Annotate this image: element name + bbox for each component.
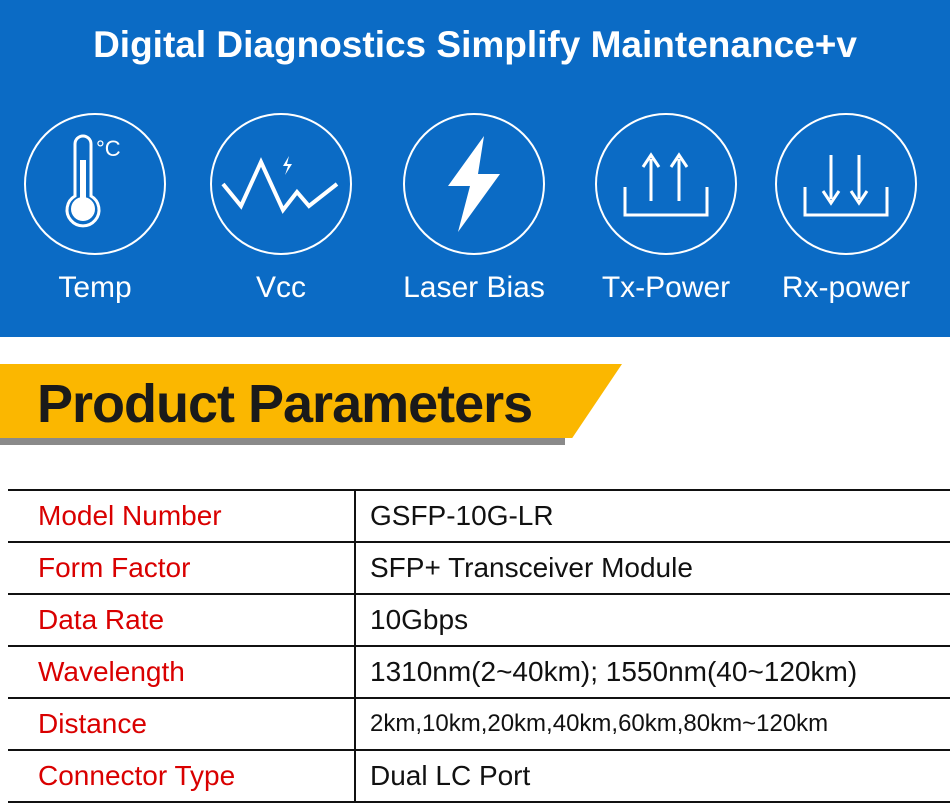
hero-section: Digital Diagnostics Simplify Maintenance…: [0, 0, 950, 337]
hero-title: Digital Diagnostics Simplify Maintenance…: [93, 24, 857, 65]
table-row: Connector Type Dual LC Port: [8, 749, 950, 803]
svg-text:°C: °C: [96, 136, 121, 161]
param-key: Distance: [8, 697, 356, 751]
feature-label: Temp: [58, 271, 132, 304]
param-key: Connector Type: [8, 749, 356, 803]
param-value: Dual LC Port: [355, 749, 950, 803]
feature-label: Laser Bias: [403, 271, 545, 304]
feature-label: Rx-power: [781, 271, 911, 304]
param-value: 2km,10km,20km,40km,60km,80km~120km: [355, 697, 950, 751]
param-value: 10Gbps: [355, 593, 950, 647]
feature-rx-power: Rx-power: [775, 113, 917, 305]
param-value: SFP+ Transceiver Module: [355, 541, 950, 595]
param-value: 1310nm(2~40km); 1550nm(40~120km): [355, 645, 950, 699]
banner-shadow: [0, 437, 565, 445]
param-key: Form Factor: [8, 541, 356, 595]
lightning-bolt-icon: [448, 136, 500, 232]
param-key: Data Rate: [8, 593, 356, 647]
download-arrows-icon: [803, 155, 889, 217]
table-row: Wavelength 1310nm(2~40km); 1550nm(40~120k…: [8, 645, 950, 699]
param-key: Wavelength: [8, 645, 356, 699]
section-banner: [0, 364, 622, 438]
param-key: Model Number: [8, 489, 356, 543]
section-title: Product Parameters: [37, 374, 533, 434]
table-row: Form Factor SFP+ Transceiver Module: [8, 541, 950, 595]
feature-tx-power: Tx-Power: [595, 113, 737, 305]
param-value: GSFP-10G-LR: [355, 489, 950, 543]
feature-temp: °C Temp: [24, 113, 166, 305]
upload-arrows-icon: [623, 152, 709, 217]
feature-label: Tx-Power: [601, 271, 731, 304]
table-row: Distance 2km,10km,20km,40km,60km,80km~120…: [8, 697, 950, 751]
table-row: Model Number GSFP-10G-LR: [8, 489, 950, 543]
thermometer-icon: °C: [65, 134, 121, 228]
feature-label: Vcc: [255, 271, 306, 304]
parameters-table: Model Number GSFP-10G-LR Form Factor SFP+ …: [8, 489, 950, 803]
feature-vcc: Vcc: [210, 113, 352, 305]
voltage-wave-icon: [221, 156, 339, 214]
table-row: Data Rate 10Gbps: [8, 593, 950, 647]
feature-laser-bias: Laser Bias: [403, 113, 545, 305]
